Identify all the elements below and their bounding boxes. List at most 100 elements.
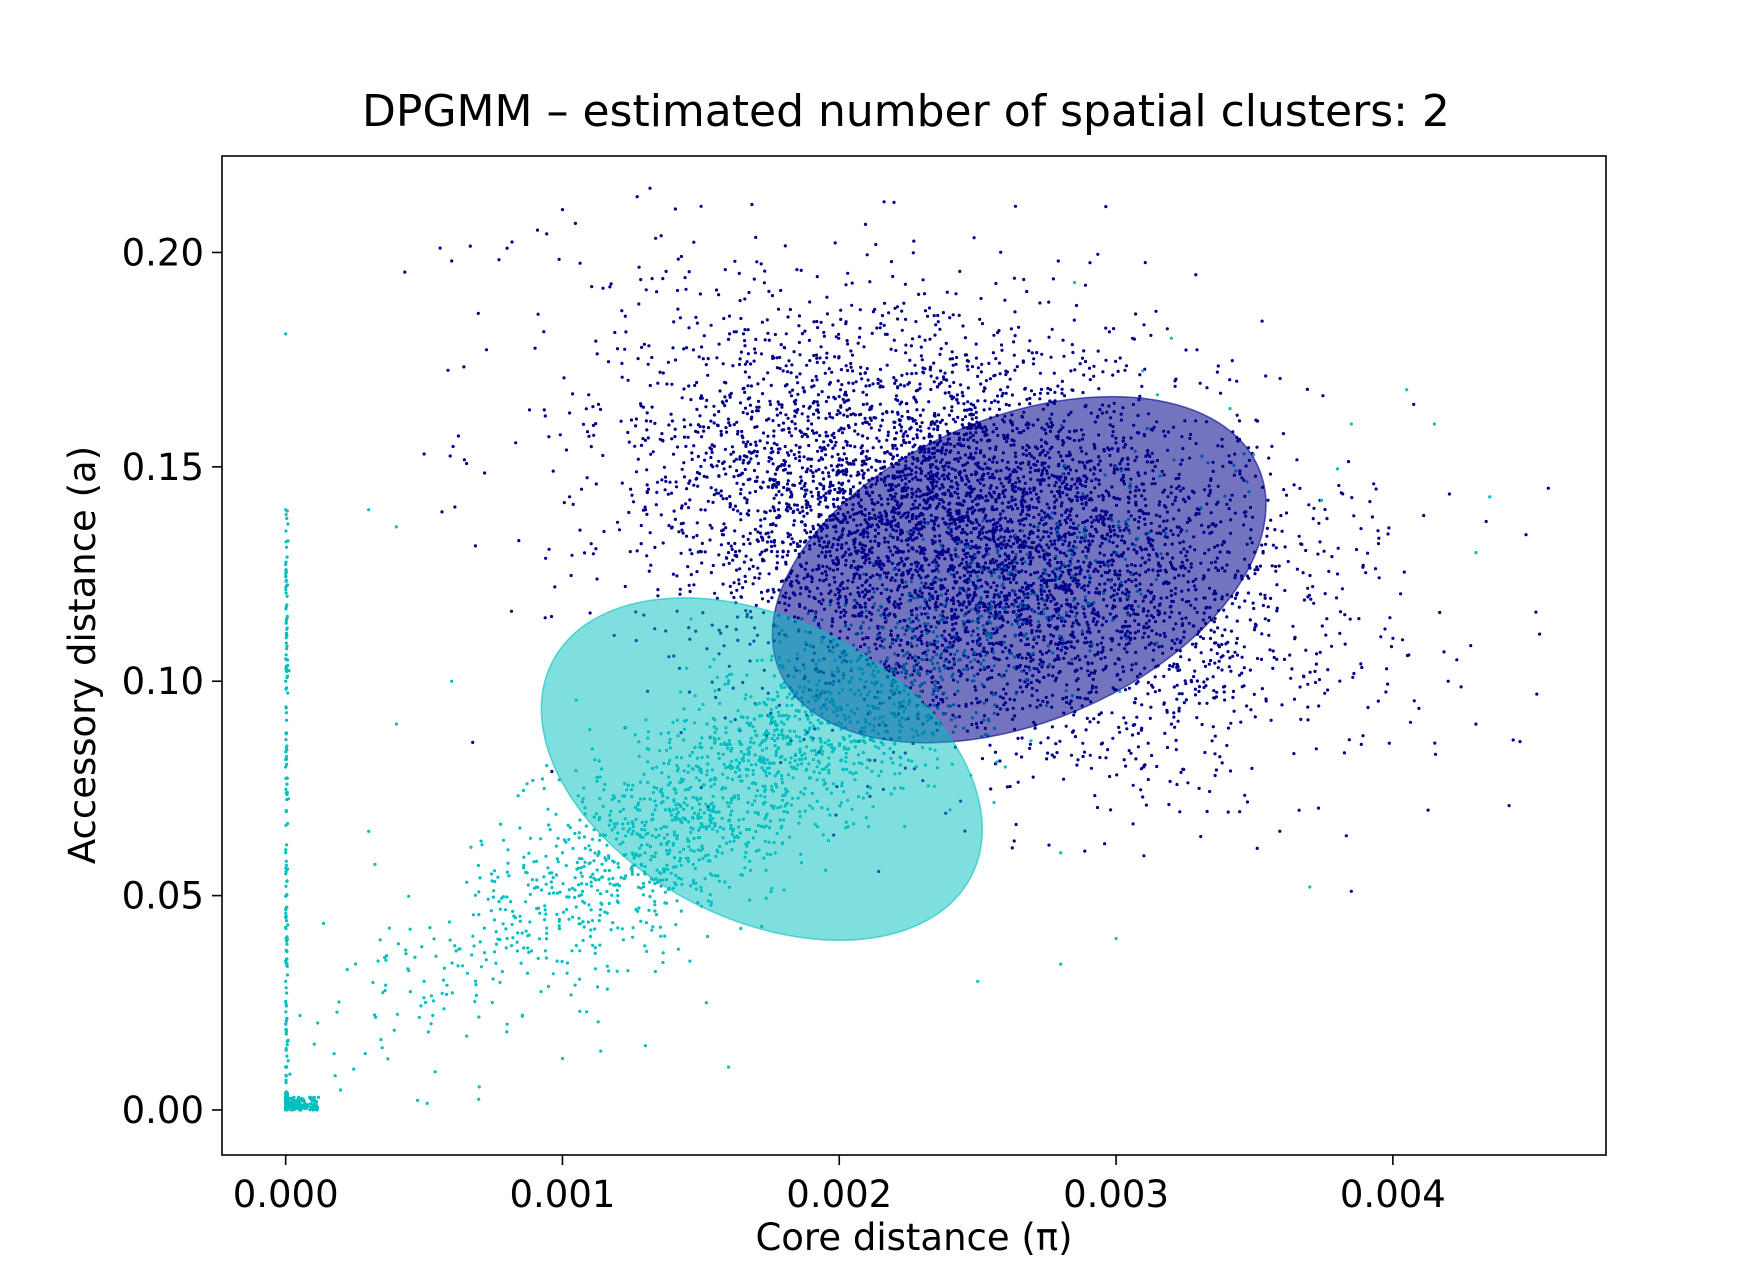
series-a-point <box>892 425 897 430</box>
series-a-point <box>853 429 857 433</box>
series-a-point <box>1101 370 1105 374</box>
series-a-point <box>751 582 755 586</box>
series-a-point <box>1165 710 1169 714</box>
series-a-point <box>1096 720 1100 724</box>
series-a-point <box>929 387 933 392</box>
series-a-point <box>692 483 696 487</box>
series-a-point <box>802 404 806 408</box>
series-a-point <box>1253 568 1257 572</box>
series-a-point <box>1151 685 1155 689</box>
series-a-point <box>979 370 984 374</box>
series-a-point <box>742 339 747 343</box>
series-a-point <box>754 603 758 608</box>
series-a-point <box>722 563 726 567</box>
series-a-point <box>902 301 906 305</box>
series-a-point <box>1266 605 1270 609</box>
series-a-point <box>831 446 835 450</box>
series-a-point <box>1267 618 1271 623</box>
series-a-point <box>874 468 878 472</box>
series-a-point <box>690 451 694 455</box>
series-a-point <box>715 491 719 495</box>
series-a-point <box>787 453 791 457</box>
series-a-point <box>932 413 936 418</box>
series-a-point <box>795 503 800 507</box>
series-a-point <box>1227 665 1231 669</box>
series-a-point <box>1373 567 1378 571</box>
series-a-point <box>865 449 869 453</box>
series-a-point <box>892 338 896 342</box>
series-a-point <box>896 317 900 321</box>
series-a-point <box>715 464 719 468</box>
series-a-point <box>712 413 717 417</box>
series-a-point <box>825 356 829 360</box>
series-a-point <box>783 460 788 464</box>
series-a-point <box>1108 774 1112 779</box>
series-a-point <box>790 420 794 424</box>
series-a-point <box>1140 703 1144 707</box>
series-a-point <box>736 432 740 436</box>
series-a-point <box>755 260 759 264</box>
series-a-point <box>996 400 1000 404</box>
series-a-point <box>915 408 919 412</box>
series-a-point <box>948 384 952 388</box>
series-a-point <box>808 359 812 363</box>
series-a-point <box>851 485 856 489</box>
series-a-point <box>882 200 886 204</box>
series-a-point <box>778 355 782 359</box>
series-a-point <box>895 453 900 457</box>
series-a-point <box>557 257 561 261</box>
series-a-point <box>1275 657 1279 662</box>
series-a-point <box>836 497 840 501</box>
series-a-point <box>830 370 834 374</box>
series-a-point <box>811 527 816 531</box>
series-a-point <box>803 481 807 486</box>
series-a-point <box>729 591 734 595</box>
series-a-point <box>1031 775 1035 779</box>
series-a-point <box>1314 662 1318 666</box>
series-a-point <box>1254 418 1258 422</box>
series-a-point <box>1205 386 1209 390</box>
series-a-point <box>747 509 751 513</box>
series-a-point <box>869 426 873 430</box>
series-a-point <box>1056 384 1060 388</box>
series-a-point <box>836 379 840 383</box>
series-a-point <box>679 506 684 510</box>
series-a-point <box>988 743 992 747</box>
series-a-point <box>775 481 779 485</box>
series-a-point <box>825 312 830 316</box>
series-a-point <box>1139 788 1143 792</box>
series-a-point <box>628 550 632 554</box>
series-a-point <box>1366 705 1370 710</box>
series-a-point <box>623 347 627 351</box>
series-a-point <box>1075 763 1079 767</box>
series-a-point <box>1255 656 1260 661</box>
series-a-point <box>1336 546 1340 550</box>
series-a-point <box>668 480 672 484</box>
series-a-point <box>787 359 791 363</box>
series-a-point <box>1124 364 1129 368</box>
series-a-point <box>781 555 785 559</box>
series-a-point <box>1278 376 1282 381</box>
series-a-point <box>1073 735 1078 739</box>
series-a-point <box>680 396 684 400</box>
series-a-point <box>547 435 551 439</box>
series-a-point <box>812 431 816 435</box>
series-a-point <box>902 384 907 388</box>
series-a-point <box>648 186 652 190</box>
series-a-point <box>974 416 978 420</box>
series-a-point <box>837 481 841 485</box>
series-a-point <box>1146 681 1150 685</box>
series-a-point <box>1433 741 1437 745</box>
series-a-point <box>792 523 796 527</box>
series-a-point <box>644 419 649 423</box>
series-a-point <box>533 346 537 350</box>
series-a-point <box>865 393 869 397</box>
series-a-point <box>1210 739 1214 743</box>
series-a-point <box>1165 327 1169 331</box>
series-a-point <box>948 316 952 320</box>
series-a-point <box>1199 834 1203 839</box>
series-a-point <box>1092 364 1096 368</box>
series-a-point <box>797 324 801 328</box>
series-a-point <box>660 432 664 436</box>
series-a-point <box>920 421 924 425</box>
